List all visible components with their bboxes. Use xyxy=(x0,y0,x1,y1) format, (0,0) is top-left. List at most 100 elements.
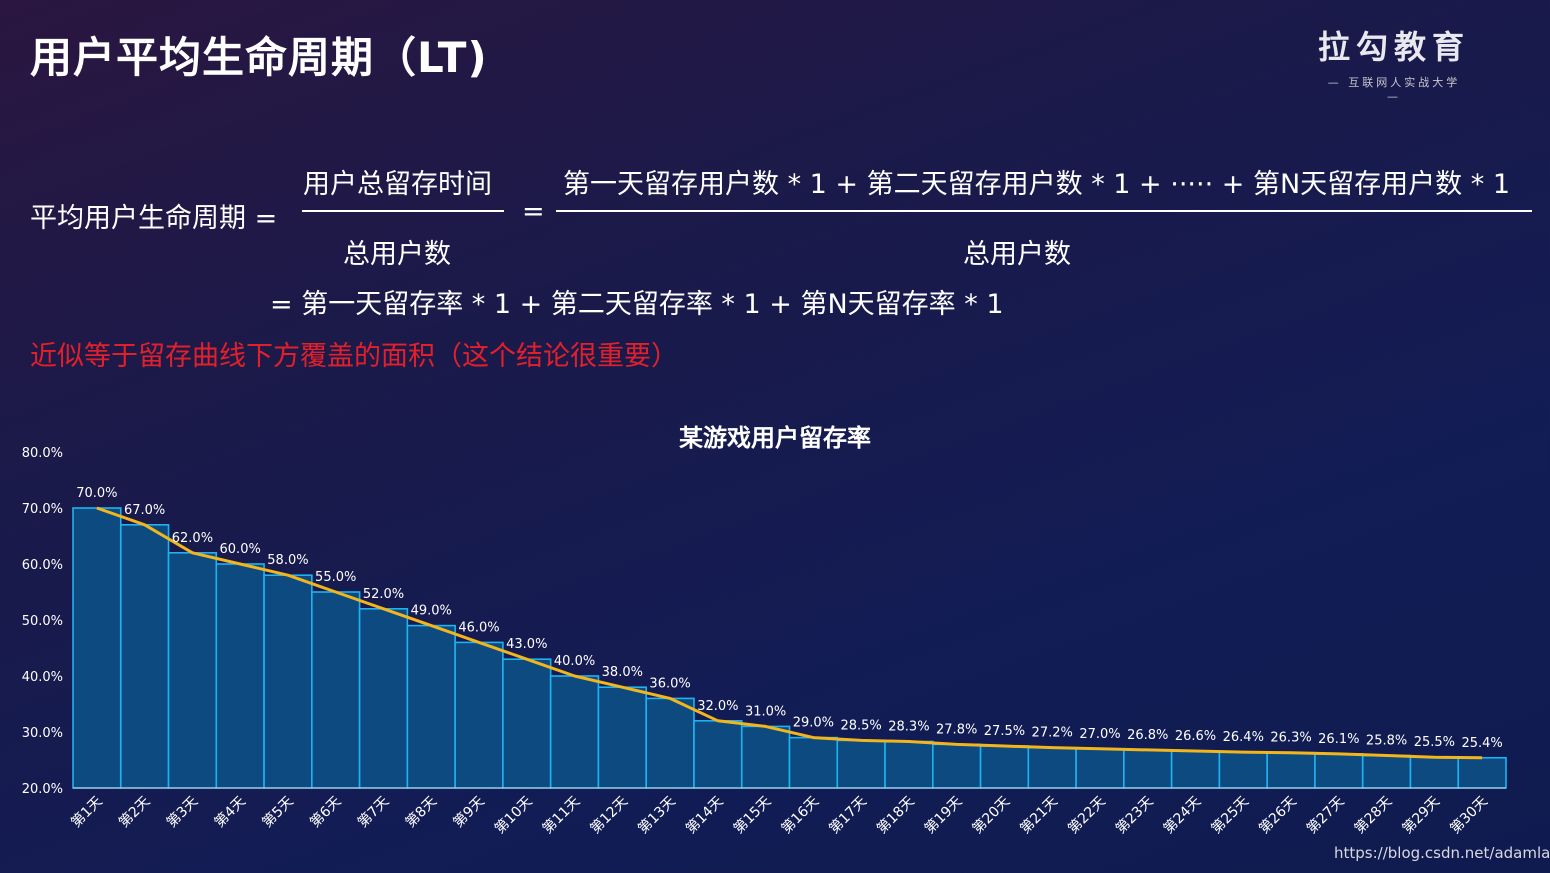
x-tick-label: 第23天 xyxy=(1112,793,1156,837)
data-label: 25.4% xyxy=(1461,736,1502,751)
data-label: 32.0% xyxy=(697,699,738,714)
bar xyxy=(119,524,170,789)
x-tick-label: 第1天 xyxy=(68,793,106,831)
x-tick-label: 第3天 xyxy=(163,793,201,831)
bar xyxy=(406,624,456,789)
bar xyxy=(1361,754,1412,789)
bar xyxy=(1027,746,1077,789)
formula-frac1-numerator: 用户总留存时间 xyxy=(303,169,492,200)
page-title: 用户平均生命周期（LT) xyxy=(30,33,488,82)
data-label: 31.0% xyxy=(745,704,786,719)
data-label: 67.0% xyxy=(124,503,165,518)
data-label: 60.0% xyxy=(220,542,261,557)
data-label: 26.3% xyxy=(1270,731,1311,746)
data-label: 55.0% xyxy=(315,570,356,585)
y-tick-label: 70.0% xyxy=(22,502,63,517)
formula-line2: = 第一天留存率 * 1 + 第二天留存率 * 1 + 第N天留存率 * 1 xyxy=(270,289,1004,320)
bar xyxy=(311,591,361,789)
formula-frac2-bar xyxy=(556,210,1532,212)
x-tick-label: 第7天 xyxy=(354,793,392,831)
bar xyxy=(1266,751,1316,789)
data-label: 36.0% xyxy=(649,676,690,691)
formula-lhs: 平均用户生命周期 = xyxy=(30,203,278,234)
x-tick-label: 第8天 xyxy=(402,793,440,831)
data-label: 70.0% xyxy=(76,486,117,501)
x-tick-label: 第30天 xyxy=(1447,793,1491,837)
bar-series xyxy=(72,507,1507,789)
data-label: 29.0% xyxy=(793,716,834,731)
data-label: 52.0% xyxy=(363,587,404,602)
data-label: 27.0% xyxy=(1079,727,1120,742)
y-tick-label: 60.0% xyxy=(22,558,63,573)
x-tick-label: 第21天 xyxy=(1017,793,1061,837)
x-tick-label: 第18天 xyxy=(873,793,917,837)
y-tick-label: 30.0% xyxy=(22,726,63,741)
bar xyxy=(358,608,409,789)
x-tick-label: 第26天 xyxy=(1255,793,1299,837)
x-tick-label: 第6天 xyxy=(306,793,344,831)
x-tick-label: 第22天 xyxy=(1064,793,1108,837)
bar xyxy=(72,507,122,789)
conclusion-note: 近似等于留存曲线下方覆盖的面积（这个结论很重要） xyxy=(30,341,678,372)
y-tick-label: 50.0% xyxy=(22,614,63,629)
x-tick-label: 第2天 xyxy=(115,793,153,831)
data-label: 27.8% xyxy=(936,722,977,737)
bar xyxy=(693,719,743,789)
x-tick-label: 第13天 xyxy=(634,793,678,837)
logo-slogan: — 互联网人实战大学 — xyxy=(1327,76,1461,103)
x-tick-label: 第17天 xyxy=(826,793,870,837)
formula-frac1-bar xyxy=(302,210,504,212)
data-label: 43.0% xyxy=(506,637,547,652)
bar xyxy=(836,739,886,789)
bar xyxy=(454,641,504,789)
x-tick-label: 第25天 xyxy=(1208,793,1252,837)
data-label: 62.0% xyxy=(172,531,213,546)
logo-name: 拉勾教育 xyxy=(1318,28,1471,66)
y-tick-label: 20.0% xyxy=(22,782,63,797)
bar xyxy=(1123,749,1173,789)
x-tick-label: 第19天 xyxy=(921,793,965,837)
bar xyxy=(263,574,313,789)
brand-logo: 拉勾教育 — 互联网人实战大学 — xyxy=(1318,22,1470,103)
bar xyxy=(979,745,1030,789)
data-label: 28.5% xyxy=(840,718,881,733)
retention-trend-line xyxy=(96,506,1483,760)
bar xyxy=(215,563,265,789)
x-tick-label: 第11天 xyxy=(539,793,583,837)
trend-line-series xyxy=(96,506,1483,760)
retention-chart: 某游戏用户留存率 20.0% 30.0% 40.0% 50.0% 60.0% 70.0% 8… xyxy=(22,424,1507,837)
bar xyxy=(931,743,982,789)
x-tick-label: 第15天 xyxy=(730,793,774,837)
bar xyxy=(1075,747,1125,789)
value-labels: 70.0% 67.0% 62.0% 60.0% 58.0% 55.0% 52.0% 49.0%… xyxy=(76,486,1503,751)
x-tick-label: 第16天 xyxy=(778,793,822,837)
chart-title: 某游戏用户留存率 xyxy=(679,424,871,452)
bar xyxy=(740,725,791,789)
x-tick-label: 第12天 xyxy=(587,793,631,837)
x-tick-label: 第27天 xyxy=(1303,793,1347,837)
data-label: 25.8% xyxy=(1366,734,1407,749)
data-label: 26.6% xyxy=(1175,729,1216,744)
bar xyxy=(1457,756,1507,789)
data-label: 26.4% xyxy=(1223,730,1264,745)
data-label: 40.0% xyxy=(554,654,595,669)
data-label: 27.5% xyxy=(984,724,1025,739)
data-label: 28.3% xyxy=(888,720,929,735)
bar xyxy=(788,736,839,789)
data-label: 26.8% xyxy=(1127,728,1168,743)
bar xyxy=(645,697,695,789)
y-tick-label: 40.0% xyxy=(22,670,63,685)
bar xyxy=(597,686,648,789)
formula-frac2-denominator: 总用户数 xyxy=(963,239,1071,270)
x-tick-label: 第20天 xyxy=(969,793,1013,837)
x-tick-label: 第29天 xyxy=(1399,793,1443,837)
bar xyxy=(1409,756,1460,789)
bar xyxy=(549,675,600,789)
bar xyxy=(1218,751,1268,789)
data-label: 26.1% xyxy=(1318,732,1359,747)
data-label: 38.0% xyxy=(602,665,643,680)
bar xyxy=(1170,750,1221,789)
data-label: 46.0% xyxy=(458,620,499,635)
bar xyxy=(884,740,934,789)
data-label: 49.0% xyxy=(411,604,452,619)
